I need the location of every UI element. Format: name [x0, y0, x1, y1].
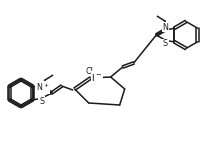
Text: S: S — [39, 97, 44, 106]
Text: Cl: Cl — [86, 67, 94, 75]
Text: N: N — [162, 23, 168, 32]
Text: I$^-$: I$^-$ — [91, 71, 103, 82]
Text: S: S — [163, 39, 168, 48]
Text: N$^+$: N$^+$ — [36, 81, 49, 93]
